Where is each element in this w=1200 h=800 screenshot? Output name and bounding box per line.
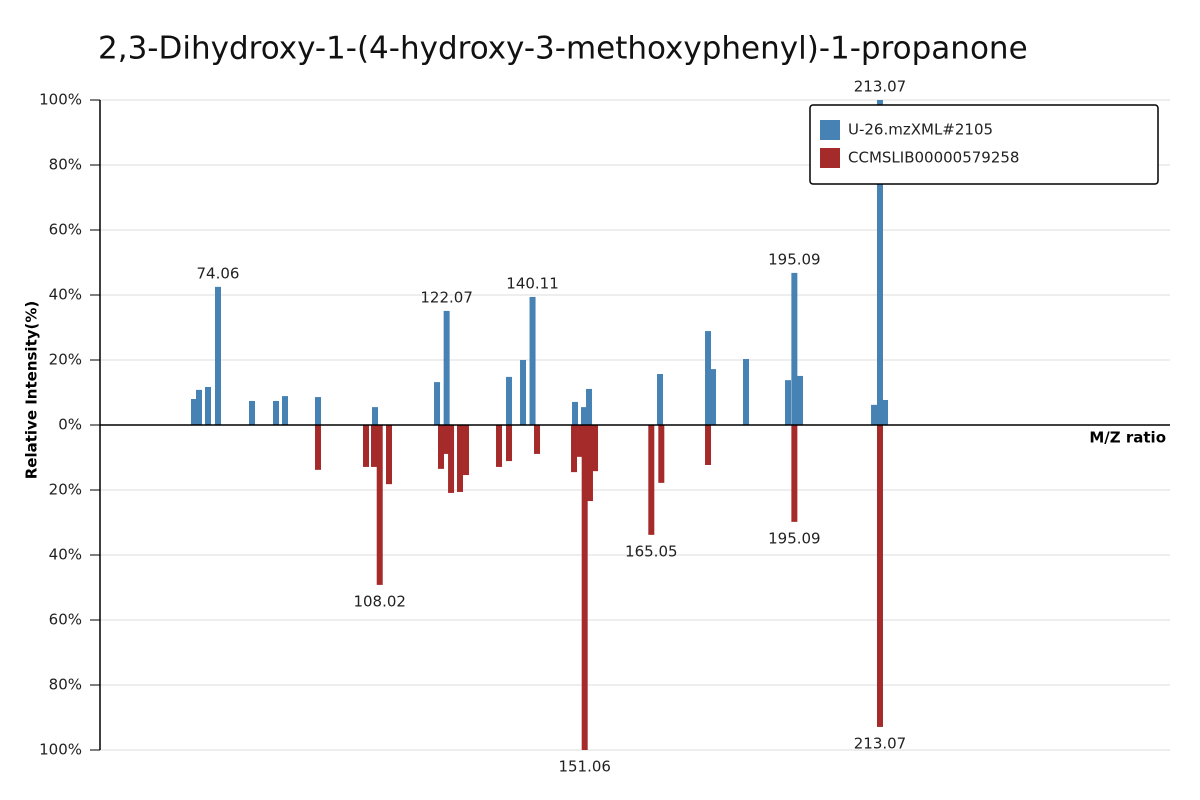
peak-bar	[705, 425, 712, 465]
peak-bar	[443, 310, 450, 425]
peak-bar	[205, 386, 212, 425]
peak-bar	[506, 376, 513, 425]
peak-label: 195.09	[768, 529, 821, 547]
peak-bar	[710, 369, 717, 425]
peak-label: 151.06	[558, 758, 611, 776]
y-tick-label: 100%	[39, 741, 82, 759]
y-tick-label: 40%	[49, 546, 82, 564]
peak-label: 213.07	[854, 734, 907, 752]
peak-bar	[586, 388, 593, 425]
peak-label: 74.06	[197, 264, 240, 282]
peak-bar	[448, 425, 455, 493]
peak-bar	[882, 399, 889, 425]
peak-bar	[797, 375, 804, 425]
peak-bar	[577, 425, 584, 457]
peak-bar	[572, 401, 579, 425]
peak-bar	[705, 331, 712, 425]
peak-bar	[191, 399, 198, 425]
y-tick-label: 80%	[49, 676, 82, 694]
y-tick-label: 40%	[49, 286, 82, 304]
peak-bar	[196, 389, 203, 425]
peak-bar	[273, 400, 280, 425]
peak-bar	[785, 380, 792, 425]
peak-bar	[371, 425, 378, 467]
peak-bar	[871, 404, 878, 425]
peak-bar	[592, 425, 599, 472]
peak-bar	[215, 286, 222, 425]
peak-bar	[443, 425, 450, 454]
y-tick-label: 100%	[39, 91, 82, 109]
y-axis-title: Relative Intensity(%)	[23, 301, 41, 480]
y-tick-label: 60%	[49, 611, 82, 629]
peak-label: 213.07	[854, 78, 907, 96]
legend-label: CCMSLIB00000579258	[848, 149, 1019, 167]
peak-bar	[282, 396, 289, 425]
legend-swatch	[820, 148, 840, 168]
peak-bar	[876, 100, 883, 425]
peak-bar	[376, 425, 383, 585]
peak-bar	[586, 425, 593, 502]
peak-bar	[315, 397, 322, 425]
peak-bar	[791, 272, 798, 425]
peak-bar	[648, 425, 655, 535]
peak-bar	[315, 425, 322, 470]
peak-bar	[581, 425, 588, 750]
peak-bar	[658, 425, 665, 483]
peak-bar	[534, 425, 541, 454]
y-tick-label: 60%	[49, 221, 82, 239]
y-tick-label: 0%	[58, 416, 82, 434]
peak-bar	[363, 425, 370, 467]
peak-bar	[581, 407, 588, 425]
peak-bar	[743, 359, 750, 425]
peak-bar	[496, 425, 503, 467]
peak-bar	[386, 425, 393, 485]
peak-label: 195.09	[768, 250, 821, 268]
chart-title: 2,3-Dihydroxy-1-(4-hydroxy-3-methoxyphen…	[98, 31, 1028, 67]
peak-bar	[438, 425, 445, 469]
peak-label: 122.07	[420, 288, 473, 306]
y-tick-label: 20%	[49, 481, 82, 499]
peak-bar	[249, 400, 256, 425]
peak-bar	[571, 425, 578, 473]
peak-bar	[457, 425, 464, 492]
peak-bar	[434, 382, 441, 425]
peak-bar	[876, 425, 883, 727]
y-tick-label: 80%	[49, 156, 82, 174]
peak-label: 165.05	[625, 542, 678, 560]
peak-label: 140.11	[506, 274, 559, 292]
peak-bar	[506, 425, 513, 462]
legend-swatch	[820, 120, 840, 140]
peak-bar	[791, 425, 798, 522]
peak-bar	[657, 373, 664, 425]
x-axis-title: M/Z ratio	[1089, 429, 1166, 447]
peak-bar	[520, 360, 527, 425]
legend-box	[809, 104, 1159, 185]
peak-bar	[529, 296, 536, 425]
peak-bar	[372, 407, 379, 425]
peak-label: 108.02	[353, 592, 406, 610]
legend-label: U-26.mzXML#2105	[848, 121, 993, 139]
y-tick-label: 20%	[49, 351, 82, 369]
peak-bar	[463, 425, 470, 476]
